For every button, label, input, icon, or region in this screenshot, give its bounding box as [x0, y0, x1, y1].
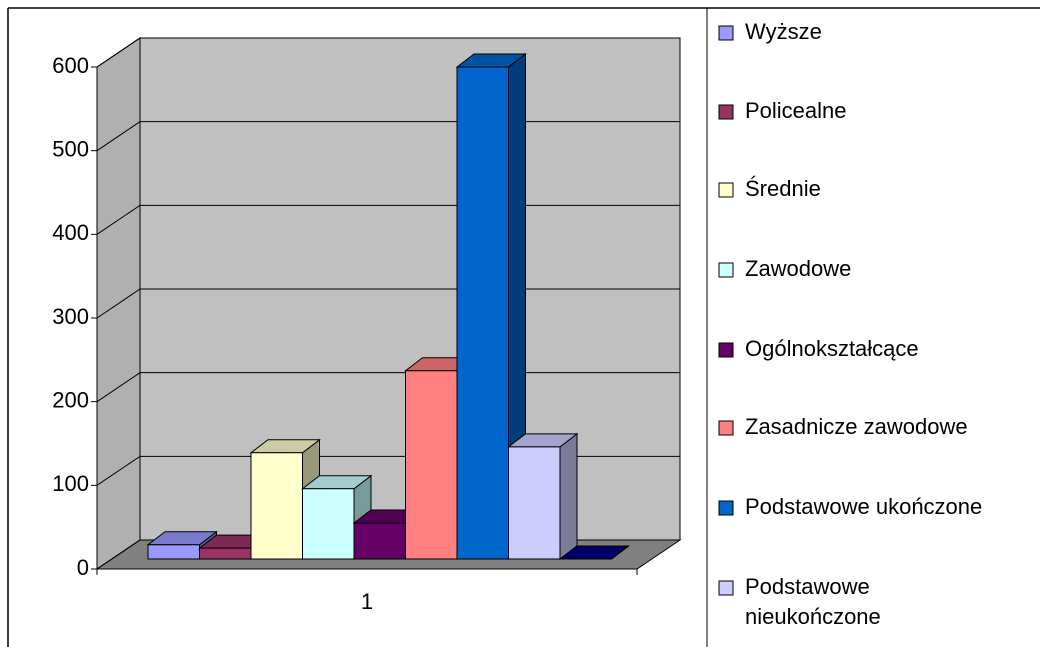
x-tick-label: 1 — [361, 589, 373, 614]
legend-swatch — [718, 262, 734, 278]
y-tick-label: 400 — [52, 220, 89, 245]
bar-front — [147, 544, 200, 560]
bar-front — [250, 452, 303, 560]
bar-front — [405, 370, 458, 560]
legend-swatch — [718, 580, 734, 596]
legend-label: Policealne — [745, 98, 847, 123]
bar-front — [353, 522, 406, 560]
legend-label: Podstawowe ukończone — [745, 494, 982, 519]
y-tick-label: 300 — [52, 304, 89, 329]
legend-label: Ogólnokształcące — [745, 336, 919, 361]
y-tick-label: 200 — [52, 387, 89, 412]
legend-label: Zawodowe — [745, 256, 851, 281]
legend-label: Średnie — [745, 176, 821, 201]
legend-swatch — [718, 104, 734, 120]
y-tick-label: 0 — [77, 555, 89, 580]
y-tick-label: 100 — [52, 471, 89, 496]
grid-line — [96, 37, 680, 68]
bar-front — [508, 446, 561, 560]
y-tick-label: 500 — [52, 136, 89, 161]
bar-front — [456, 66, 509, 560]
bar-top — [558, 545, 630, 560]
legend-label: Podstawowe nieukończone — [745, 574, 881, 629]
y-tick-label: 600 — [52, 53, 89, 78]
legend-label: Wyższe — [745, 19, 822, 44]
bar-front — [199, 547, 252, 560]
legend-swatch — [718, 342, 734, 358]
legend-swatch — [718, 25, 734, 41]
legend-swatch — [718, 420, 734, 436]
bar-front — [302, 488, 355, 560]
bar-side — [559, 432, 578, 561]
bar — [558, 545, 630, 560]
bar — [455, 53, 527, 561]
legend-label: Zasadnicze zawodowe — [745, 414, 968, 439]
legend-swatch — [718, 500, 734, 516]
legend-swatch — [718, 182, 734, 198]
bar — [507, 432, 579, 561]
